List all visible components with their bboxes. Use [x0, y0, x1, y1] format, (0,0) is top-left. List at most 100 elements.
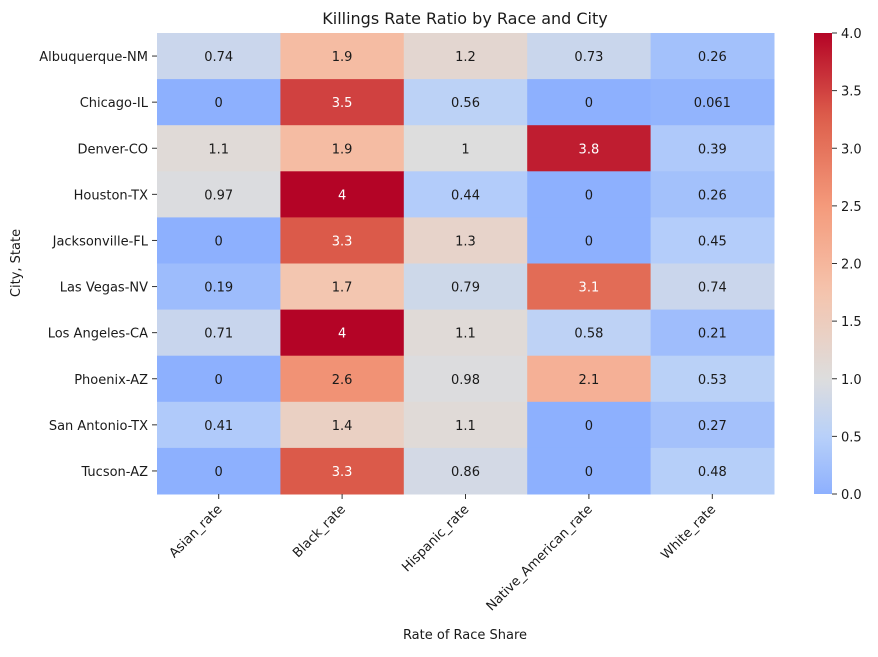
- heatmap-cell: [157, 447, 281, 495]
- heatmap-cell: [527, 33, 652, 80]
- heatmap-cell: [403, 33, 528, 80]
- heatmap-cell: [650, 217, 775, 264]
- y-axis-label: City, State: [9, 229, 24, 297]
- heatmap-cell: [403, 171, 528, 218]
- heatmap-cell: [527, 401, 652, 449]
- cell-value-label: 1.1: [455, 327, 476, 342]
- cell-value-label: 0.061: [694, 96, 731, 111]
- heatmap-cell: [403, 217, 528, 264]
- heatmap-cell: [650, 263, 775, 311]
- heatmap-cell: [280, 171, 405, 218]
- heatmap-cell: [157, 355, 281, 403]
- y-tick-label: Houston-TX: [74, 188, 148, 203]
- colorbar-tick-label: 3.0: [841, 142, 862, 157]
- colorbar-tick-label: 1.0: [841, 373, 862, 388]
- heatmap-cell: [157, 171, 281, 218]
- heatmap-cell: [280, 79, 405, 126]
- cell-value-label: 0.48: [698, 465, 727, 480]
- cell-value-label: 1: [461, 142, 469, 157]
- y-tick-label: Albuquerque-NM: [39, 50, 148, 65]
- cell-value-label: 0.45: [698, 234, 727, 249]
- colorbar: 0.0 0.5 1.0 1.5 2.0 2.5 3.0 3.5 4.0: [814, 27, 862, 503]
- heatmap-cell: [157, 217, 281, 264]
- heatmap-cell: [280, 309, 405, 357]
- cell-value-label: 0.79: [451, 281, 480, 296]
- heatmap-cell: [280, 263, 405, 311]
- x-axis-label: Rate of Race Share: [403, 628, 527, 643]
- cell-value-label: 3.5: [332, 96, 353, 111]
- cell-value-label: 4: [338, 327, 346, 342]
- colorbar-tick-label: 1.5: [841, 315, 862, 330]
- cell-value-label: 0: [585, 419, 593, 434]
- heatmap-cell: [157, 401, 281, 449]
- cell-value-label: 0.56: [451, 96, 480, 111]
- y-tick-label: San Antonio-TX: [49, 419, 148, 434]
- heatmap-cell: [157, 125, 281, 172]
- cell-value-label: 0.71: [204, 327, 233, 342]
- heatmap-cell: [280, 447, 405, 495]
- heatmap-cell: [650, 309, 775, 357]
- y-tick-labels: Albuquerque-NM Chicago-IL Denver-CO Houston…: [39, 50, 157, 480]
- heatmap-cell: [650, 33, 775, 80]
- cell-value-label: 2.6: [332, 373, 353, 388]
- chart-title: Killings Rate Ratio by Race and City: [322, 9, 607, 28]
- cell-value-label: 0: [585, 188, 593, 203]
- cell-value-label: 3.8: [579, 142, 600, 157]
- cell-value-label: 0.39: [698, 142, 727, 157]
- heatmap-cell: [403, 309, 528, 357]
- cell-value-label: 0.86: [451, 465, 480, 480]
- heatmap-cell: [527, 171, 652, 218]
- heatmap-cell: [403, 263, 528, 311]
- y-tick-label: Denver-CO: [78, 142, 148, 157]
- cell-value-label: 1.7: [332, 281, 353, 296]
- cell-value-label: 0: [585, 234, 593, 249]
- colorbar-tick-label: 0.5: [841, 430, 862, 445]
- cell-value-label: 0: [215, 96, 223, 111]
- colorbar-tick-label: 0.0: [841, 488, 862, 503]
- cell-value-label: 1.1: [455, 419, 476, 434]
- heatmap-cell: [157, 33, 281, 80]
- heatmap-cell: [403, 447, 528, 495]
- cell-value-label: 1.4: [332, 419, 353, 434]
- cell-value-label: 0: [215, 234, 223, 249]
- y-tick-label: Tucson-AZ: [80, 465, 148, 480]
- cell-value-label: 0: [215, 465, 223, 480]
- heatmap-cell: [527, 309, 652, 357]
- heatmap-cell: [280, 355, 405, 403]
- heatmap-cell: [527, 79, 652, 126]
- colorbar-tick-label: 2.5: [841, 200, 862, 215]
- cell-value-label: 0: [585, 465, 593, 480]
- cell-value-label: 0.74: [698, 281, 727, 296]
- y-tick-label: Phoenix-AZ: [74, 373, 148, 388]
- cell-value-label: 0.73: [574, 50, 603, 65]
- cell-value-label: 3.1: [579, 281, 600, 296]
- heatmap-cells: 0.74 1.9 1.2 0.73 0.26 0 3.5 0.56 0 0.061 1.1 1.9 1 3…: [157, 33, 775, 495]
- colorbar-tick-label: 3.5: [841, 85, 862, 100]
- cell-value-label: 0.21: [698, 327, 727, 342]
- cell-value-label: 3.3: [332, 234, 353, 249]
- heatmap-cell: [650, 79, 775, 126]
- cell-value-label: 3.3: [332, 465, 353, 480]
- heatmap-cell: [157, 309, 281, 357]
- heatmap-cell: [650, 125, 775, 172]
- cell-value-label: 1.2: [455, 50, 476, 65]
- heatmap-cell: [527, 355, 652, 403]
- heatmap-cell: [527, 125, 652, 172]
- heatmap-cell: [650, 355, 775, 403]
- cell-value-label: 1.9: [332, 50, 353, 65]
- heatmap-cell: [403, 79, 528, 126]
- heatmap-cell: [280, 125, 405, 172]
- heatmap-cell: [527, 217, 652, 264]
- cell-value-label: 0: [585, 96, 593, 111]
- cell-value-label: 0.19: [204, 281, 233, 296]
- heatmap-cell: [527, 447, 652, 495]
- heatmap-cell: [280, 217, 405, 264]
- cell-value-label: 0.27: [698, 419, 727, 434]
- heatmap-cell: [650, 171, 775, 218]
- cell-value-label: 0.53: [698, 373, 727, 388]
- cell-value-label: 0.74: [204, 50, 233, 65]
- x-tick-label: Black_rate: [290, 502, 349, 561]
- heatmap-cell: [280, 401, 405, 449]
